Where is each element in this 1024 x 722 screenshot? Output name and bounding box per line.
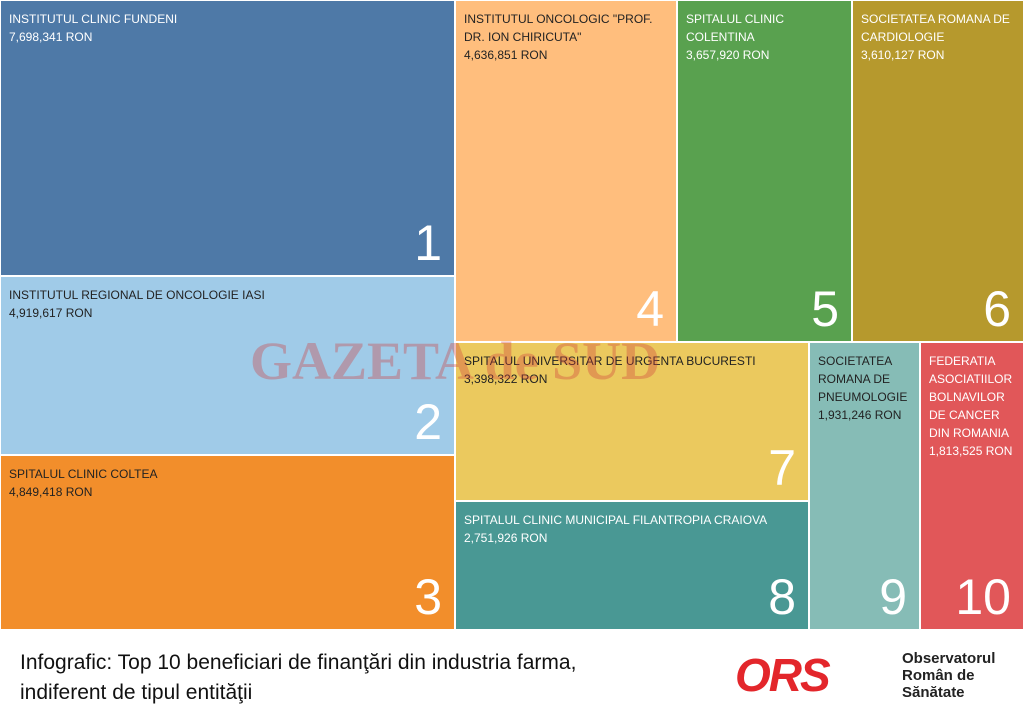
tile-rank: 8 (768, 569, 796, 625)
tile-name: INSTITUTUL REGIONAL DE ONCOLOGIE IASI (9, 288, 265, 302)
logo-line: Sănătate (902, 684, 965, 701)
tile-value: 4,849,418 RON (9, 485, 93, 499)
tile-label: INSTITUTUL REGIONAL DE ONCOLOGIE IASI 4,9… (9, 286, 448, 322)
tile: FEDERATIA ASOCIATIILOR BOLNAVILOR DE CAN… (920, 342, 1024, 630)
tile-rank: 10 (955, 569, 1011, 625)
tile: SPITALUL CLINIC COLENTINA 3,657,920 RON 5 (677, 0, 852, 342)
tile: SPITALUL CLINIC MUNICIPAL FILANTROPIA CR… (455, 501, 809, 630)
tile: INSTITUTUL ONCOLOGIC "PROF. DR. ION CHIR… (455, 0, 677, 342)
tile: SOCIETATEA ROMANA DE CARDIOLOGIE 3,610,12… (852, 0, 1024, 342)
tile-label: SOCIETATEA ROMANA DE PNEUMOLOGIE 1,931,24… (818, 352, 913, 424)
logo-line: Român de (902, 667, 975, 684)
tile-value: 1,931,246 RON (818, 408, 902, 422)
tile-name: SPITALUL CLINIC COLTEA (9, 467, 158, 481)
tile-rank: 4 (636, 281, 664, 337)
tile-label: FEDERATIA ASOCIATIILOR BOLNAVILOR DE CAN… (929, 352, 1017, 460)
tile-label: INSTITUTUL CLINIC FUNDENI 7,698,341 RON (9, 10, 448, 46)
tile-label: INSTITUTUL ONCOLOGIC "PROF. DR. ION CHIR… (464, 10, 670, 64)
tile: SPITALUL UNIVERSITAR DE URGENTA BUCUREST… (455, 342, 809, 501)
tile-label: SOCIETATEA ROMANA DE CARDIOLOGIE 3,610,12… (861, 10, 1017, 64)
tile-name: INSTITUTUL ONCOLOGIC "PROF. DR. ION CHIR… (464, 12, 653, 44)
tile-label: SPITALUL CLINIC MUNICIPAL FILANTROPIA CR… (464, 511, 802, 547)
tile-name: SOCIETATEA ROMANA DE CARDIOLOGIE (861, 12, 1010, 44)
tile-rank: 6 (983, 281, 1011, 337)
tile-name: SPITALUL CLINIC COLENTINA (686, 12, 785, 44)
tile-rank: 7 (768, 440, 796, 496)
tile: SPITALUL CLINIC COLTEA 4,849,418 RON 3 (0, 455, 455, 630)
tile-label: SPITALUL CLINIC COLENTINA 3,657,920 RON (686, 10, 845, 64)
logo-mark: ORS (735, 649, 831, 701)
caption: Infografic: Top 10 beneficiari de finanţ… (20, 651, 577, 704)
tile-name: SPITALUL UNIVERSITAR DE URGENTA BUCUREST… (464, 354, 756, 368)
tile-name: SPITALUL CLINIC MUNICIPAL FILANTROPIA CR… (464, 513, 768, 527)
tile-value: 3,610,127 RON (861, 48, 945, 62)
tile-value: 7,698,341 RON (9, 30, 93, 44)
tile-value: 1,813,525 RON (929, 444, 1013, 458)
tile: INSTITUTUL CLINIC FUNDENI 7,698,341 RON 1 (0, 0, 455, 276)
tile: INSTITUTUL REGIONAL DE ONCOLOGIE IASI 4,9… (0, 276, 455, 455)
tile-rank: 5 (811, 281, 839, 337)
tile-value: 3,398,322 RON (464, 372, 548, 386)
tile-value: 2,751,926 RON (464, 531, 548, 545)
logo-text: Observatorul Român de Sănătate (902, 650, 995, 701)
tile-rank: 3 (414, 569, 442, 625)
tile-name: FEDERATIA ASOCIATIILOR BOLNAVILOR DE CAN… (929, 354, 1013, 440)
tile: SOCIETATEA ROMANA DE PNEUMOLOGIE 1,931,24… (809, 342, 920, 630)
tile-label: SPITALUL CLINIC COLTEA 4,849,418 RON (9, 465, 448, 501)
logo-line: Observatorul (902, 650, 996, 667)
tile-label: SPITALUL UNIVERSITAR DE URGENTA BUCUREST… (464, 352, 802, 388)
tile-rank: 1 (414, 215, 442, 271)
tile-value: 4,636,851 RON (464, 48, 548, 62)
tile-name: INSTITUTUL CLINIC FUNDENI (9, 12, 178, 26)
tile-value: 3,657,920 RON (686, 48, 770, 62)
tile-value: 4,919,617 RON (9, 306, 93, 320)
tile-rank: 2 (414, 394, 442, 450)
tile-name: SOCIETATEA ROMANA DE PNEUMOLOGIE (818, 354, 908, 404)
tile-rank: 9 (879, 569, 907, 625)
